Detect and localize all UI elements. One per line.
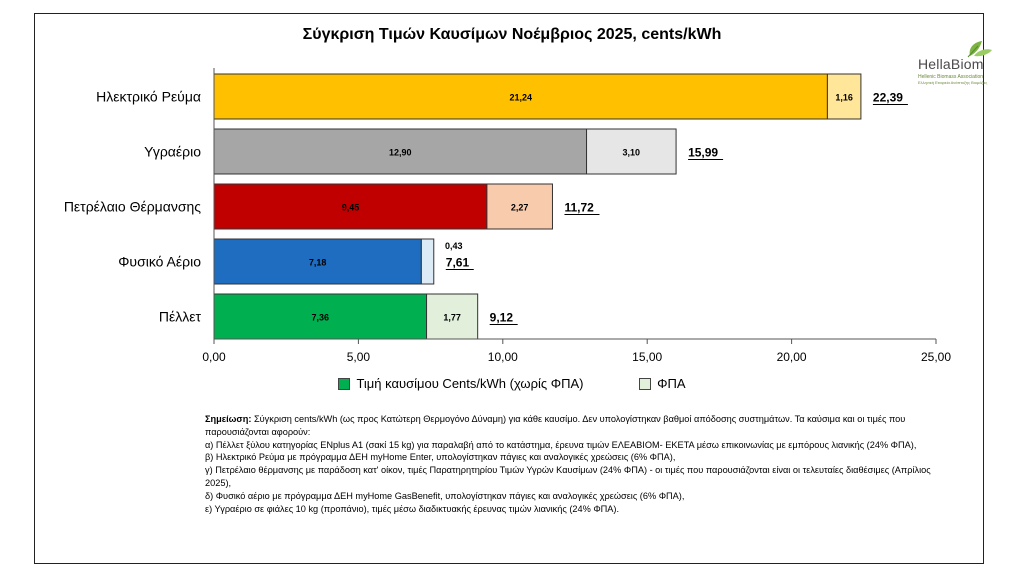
legend-label-vat: ΦΠΑ	[657, 376, 686, 391]
bar-vat	[420, 238, 435, 285]
data-label-vat: 3,10	[623, 148, 641, 158]
note-label: Σημείωση:	[205, 414, 252, 424]
total-label: 9,12	[490, 311, 514, 325]
note-item: γ) Πετρέλαιο θέρμανσης με παράδοση κατ' …	[205, 465, 931, 488]
note-intro-text: Σύγκριση cents/kWh (ως προς Κατώτερη Θερ…	[205, 414, 906, 437]
data-label-base: 12,90	[389, 148, 412, 158]
data-label-vat: 0,43	[445, 241, 463, 251]
category-label: Υγραέριο	[144, 144, 201, 160]
data-label-base: 7,18	[309, 258, 327, 268]
bar-base	[213, 128, 588, 175]
legend-item-base: Τιμή καυσίμου Cents/kWh (χωρίς ΦΠΑ)	[338, 376, 584, 391]
x-tick-label: 10,00	[488, 350, 518, 364]
data-label-base: 21,24	[509, 93, 532, 103]
total-label: 11,72	[564, 201, 594, 215]
x-tick-label: 20,00	[777, 350, 807, 364]
data-label-vat: 1,16	[835, 93, 853, 103]
x-tick-label: 5,00	[347, 350, 371, 364]
data-label-vat: 1,77	[443, 313, 461, 323]
legend-swatch-vat	[639, 377, 652, 390]
category-label: Πετρέλαιο Θέρμανσης	[64, 199, 201, 215]
bar-base	[213, 73, 828, 120]
bar-vat	[486, 183, 553, 230]
x-tick-label: 15,00	[632, 350, 662, 364]
note-intro: Σημείωση: Σύγκριση cents/kWh (ως προς Κα…	[205, 413, 945, 439]
hellabiom-logo: HellaBiom Hellenic Biomass Association Ε…	[918, 38, 998, 98]
note-item: α) Πέλλετ ξύλου κατηγορίας ENplus A1 (σα…	[205, 439, 917, 450]
legend-label-base: Τιμή καυσίμου Cents/kWh (χωρίς ΦΠΑ)	[356, 376, 584, 391]
note-item: β) Ηλεκτρικό Ρεύμα με πρόγραμμα ΔΕΗ myHo…	[205, 452, 676, 463]
category-label: Ηλεκτρικό Ρεύμα	[96, 89, 201, 105]
total-label: 15,99	[688, 146, 718, 160]
leaf-icon	[967, 41, 992, 58]
data-label-vat: 2,27	[511, 203, 529, 213]
note-item: ε) Υγραέριο σε φιάλες 10 kg (προπάνιο), …	[205, 503, 620, 514]
data-label-base: 9,45	[342, 203, 360, 213]
total-label: 7,61	[446, 256, 470, 270]
logo-subtitle-gr: Ελληνική Εταιρεία Ανάπτυξης Βιομάζας	[918, 80, 988, 85]
logo-name: HellaBiom	[918, 56, 984, 72]
bar-vat	[826, 73, 862, 120]
x-tick-label: 25,00	[921, 350, 951, 364]
logo-subtitle: Hellenic Biomass Association	[918, 74, 984, 80]
x-tick-label: 0,00	[202, 350, 226, 364]
legend-item-vat: ΦΠΑ	[639, 376, 686, 391]
total-label: 22,39	[873, 91, 903, 105]
bar-vat	[586, 128, 677, 175]
chart-frame	[34, 13, 984, 564]
note-item: δ) Φυσικό αέριο με πρόγραμμα ΔΕΗ myHome …	[205, 490, 685, 501]
legend-swatch-base	[338, 377, 351, 390]
note-block: Σημείωση: Σύγκριση cents/kWh (ως προς Κα…	[205, 413, 945, 515]
chart-title: Σύγκριση Τιμών Καυσίμων Νοέμβριος 2025, …	[302, 26, 722, 43]
category-label: Πέλλετ	[159, 309, 202, 325]
bar-base	[213, 238, 422, 285]
chart-legend: Τιμή καυσίμου Cents/kWh (χωρίς ΦΠΑ) ΦΠΑ	[0, 376, 1024, 393]
category-label: Φυσικό Αέριο	[118, 254, 201, 270]
data-label-base: 7,36	[312, 313, 330, 323]
